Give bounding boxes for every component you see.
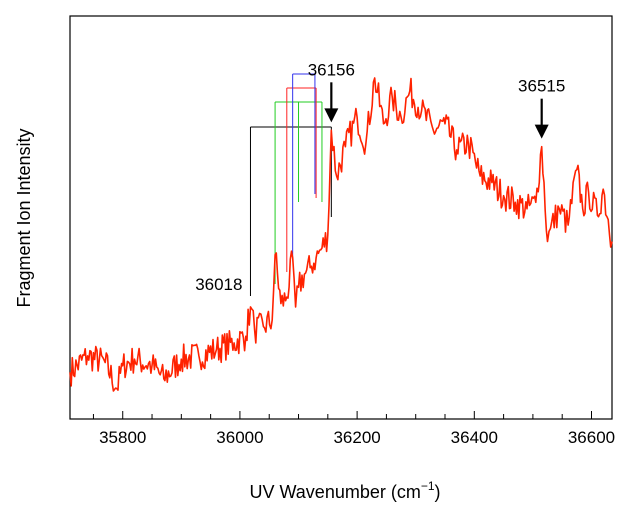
- x-tick-label: 36000: [216, 428, 263, 447]
- marker-arrow-head: [534, 124, 549, 139]
- x-axis-label-sup: −1: [421, 479, 435, 493]
- x-tick-label: 36200: [333, 428, 380, 447]
- spectrum-line: [69, 77, 613, 392]
- peak-markers: 36156 36515: [308, 60, 565, 139]
- marker-label: 36515: [518, 77, 565, 96]
- marker-arrow-head: [324, 108, 339, 123]
- plot-frame: [69, 15, 613, 420]
- x-axis-ticks: 35800 36000 36200 36400 36600: [92, 411, 615, 447]
- x-axis-label: UV Wavenumber (cm−1): [249, 479, 440, 502]
- marker-label: 36156: [308, 60, 355, 79]
- x-tick-label: 36600: [568, 428, 615, 447]
- assignment-combs: [249, 73, 332, 296]
- y-axis-label: Fragment Ion Intensity: [14, 128, 34, 307]
- x-tick-label: 36400: [451, 428, 498, 447]
- annotation-36018: 36018: [195, 275, 242, 294]
- x-tick-label: 35800: [99, 428, 146, 447]
